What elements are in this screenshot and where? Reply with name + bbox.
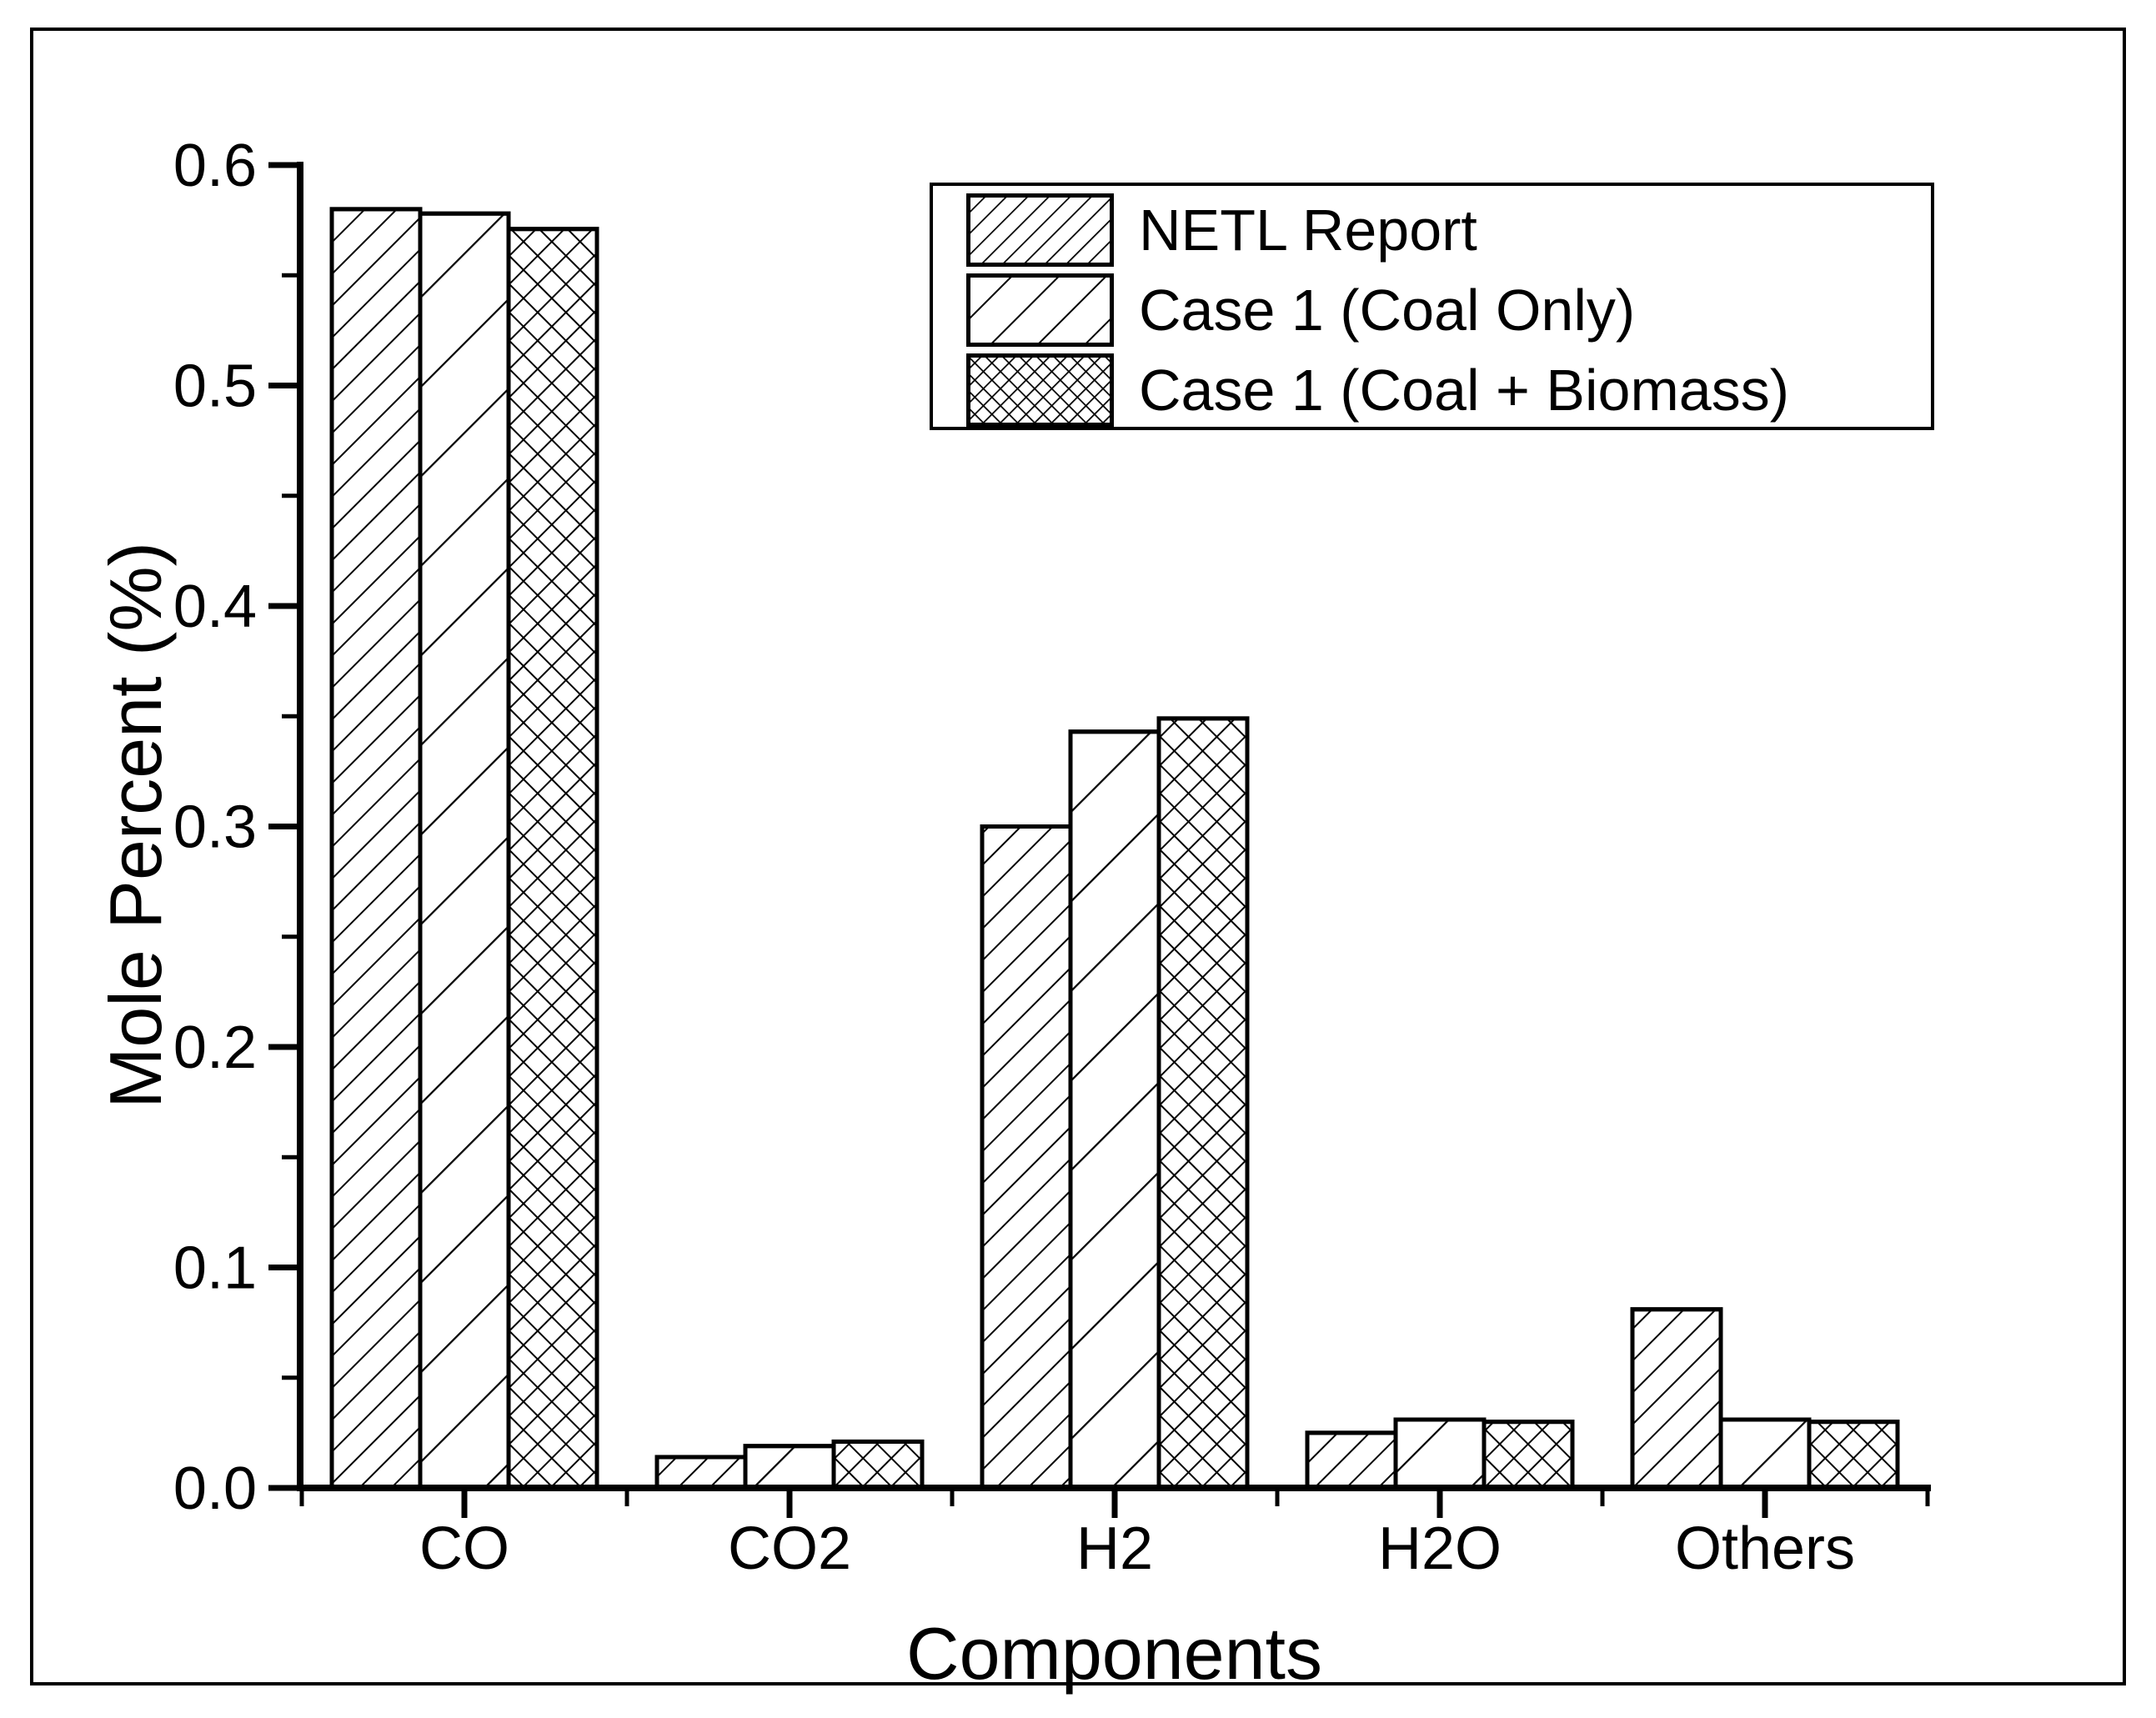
bar-CO-series-1	[418, 211, 511, 1490]
legend-item: Case 1 (Coal Only)	[966, 270, 1931, 350]
bar-H2O-series-2	[1482, 1420, 1575, 1490]
bar-CO2-series-2	[831, 1439, 925, 1490]
bar-Others-series-2	[1807, 1420, 1900, 1490]
legend-label: Case 1 (Coal Only)	[1139, 278, 1636, 343]
bar-H2-series-1	[1068, 729, 1161, 1490]
x-category-label: CO2	[728, 1515, 851, 1582]
legend: NETL Report Case 1 (Coal Only) Case 1 (C…	[930, 183, 1934, 430]
bar-CO-series-2	[506, 227, 599, 1490]
y-tick-label: 0.5	[173, 353, 257, 420]
y-axis-title: Mole Percent (%)	[93, 542, 177, 1109]
y-tick-label: 0.6	[173, 133, 257, 199]
x-category-label: Others	[1675, 1515, 1855, 1582]
y-tick-label: 0.1	[173, 1235, 257, 1302]
bar-CO-series-0	[329, 207, 423, 1490]
bar-CO2-series-1	[743, 1444, 836, 1490]
x-axis-title: Components	[906, 1612, 1322, 1695]
bar-H2O-series-1	[1393, 1417, 1487, 1490]
bar-H2-series-2	[1156, 716, 1250, 1490]
bar-Others-series-1	[1718, 1417, 1812, 1490]
y-tick-label: 0.2	[173, 1014, 257, 1081]
x-category-label: H2O	[1378, 1515, 1502, 1582]
x-category-label: CO	[419, 1515, 509, 1582]
legend-item: NETL Report	[966, 190, 1931, 270]
bar-H2-series-0	[980, 824, 1073, 1490]
bar-Others-series-0	[1630, 1307, 1723, 1490]
bar-H2O-series-0	[1305, 1430, 1398, 1490]
legend-label: NETL Report	[1139, 198, 1477, 263]
legend-swatch-sparse-diagonal	[966, 273, 1114, 347]
legend-swatch-crosshatch	[966, 353, 1114, 427]
legend-label: Case 1 (Coal + Biomass)	[1139, 358, 1790, 423]
y-tick-label: 0.3	[173, 794, 257, 861]
figure-border	[30, 28, 2126, 1685]
bar-CO2-series-0	[654, 1455, 748, 1490]
x-category-label: H2	[1076, 1515, 1153, 1582]
legend-swatch-dense-diagonal	[966, 193, 1114, 267]
legend-item: Case 1 (Coal + Biomass)	[966, 350, 1931, 430]
y-tick-label: 0.4	[173, 574, 257, 640]
y-tick-label: 0.0	[173, 1455, 257, 1522]
